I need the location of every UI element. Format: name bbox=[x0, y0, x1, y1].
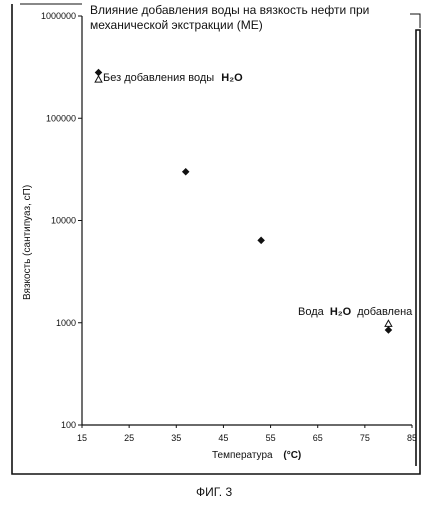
data-point-water-added bbox=[95, 76, 102, 82]
y-tick-label: 10000 bbox=[51, 216, 76, 226]
frame-top-right bbox=[410, 14, 420, 28]
x-axis-label-text: Температура bbox=[212, 450, 273, 461]
y-tick-label: 1000 bbox=[56, 318, 76, 328]
x-tick-label: 45 bbox=[218, 433, 228, 443]
annotation-water-added: Вода H₂O добавлена bbox=[298, 306, 413, 318]
data-points bbox=[95, 69, 392, 333]
x-axis-label-unit: (°С) bbox=[283, 450, 301, 461]
y-tick-group: 100 1000 10000 100000 1000000 bbox=[41, 11, 82, 430]
annotation-no-water: Без добавления воды H₂O bbox=[103, 72, 243, 84]
data-point-no-water bbox=[183, 169, 189, 175]
x-tick-label: 25 bbox=[124, 433, 134, 443]
data-point-no-water bbox=[95, 69, 101, 75]
x-tick-label: 85 bbox=[407, 433, 417, 443]
x-tick-label: 75 bbox=[360, 433, 370, 443]
data-point-no-water bbox=[385, 327, 391, 333]
x-tick-label: 55 bbox=[266, 433, 276, 443]
annotation-water-added-formula: H₂O bbox=[330, 306, 352, 318]
x-tick-label: 15 bbox=[77, 433, 87, 443]
x-tick-label: 35 bbox=[171, 433, 181, 443]
y-axis-label: Вязкость (сантипуаз, сП) bbox=[22, 185, 33, 300]
annotation-water-added-text: Вода bbox=[298, 306, 325, 318]
chart-title-line-2: механической экстракции (МЕ) bbox=[90, 18, 263, 32]
annotation-no-water-text: Без добавления воды bbox=[103, 72, 214, 84]
y-tick-label: 100 bbox=[61, 420, 76, 430]
x-tick-group: 15 25 35 45 55 65 75 85 bbox=[77, 425, 417, 443]
annotation-no-water-formula: H₂O bbox=[221, 72, 243, 84]
x-axis-label: Температура (°С) bbox=[212, 450, 301, 461]
data-point-no-water bbox=[258, 237, 264, 243]
data-point-water-added bbox=[385, 320, 392, 326]
y-tick-label: 1000000 bbox=[41, 11, 76, 21]
y-tick-label: 100000 bbox=[46, 113, 76, 123]
figure-caption: ФИГ. 3 bbox=[196, 485, 232, 499]
x-tick-label: 65 bbox=[313, 433, 323, 443]
chart-title-line-1: Влияние добавления воды на вязкость нефт… bbox=[90, 3, 369, 17]
annotation-water-added-suffix: добавлена bbox=[357, 306, 413, 318]
